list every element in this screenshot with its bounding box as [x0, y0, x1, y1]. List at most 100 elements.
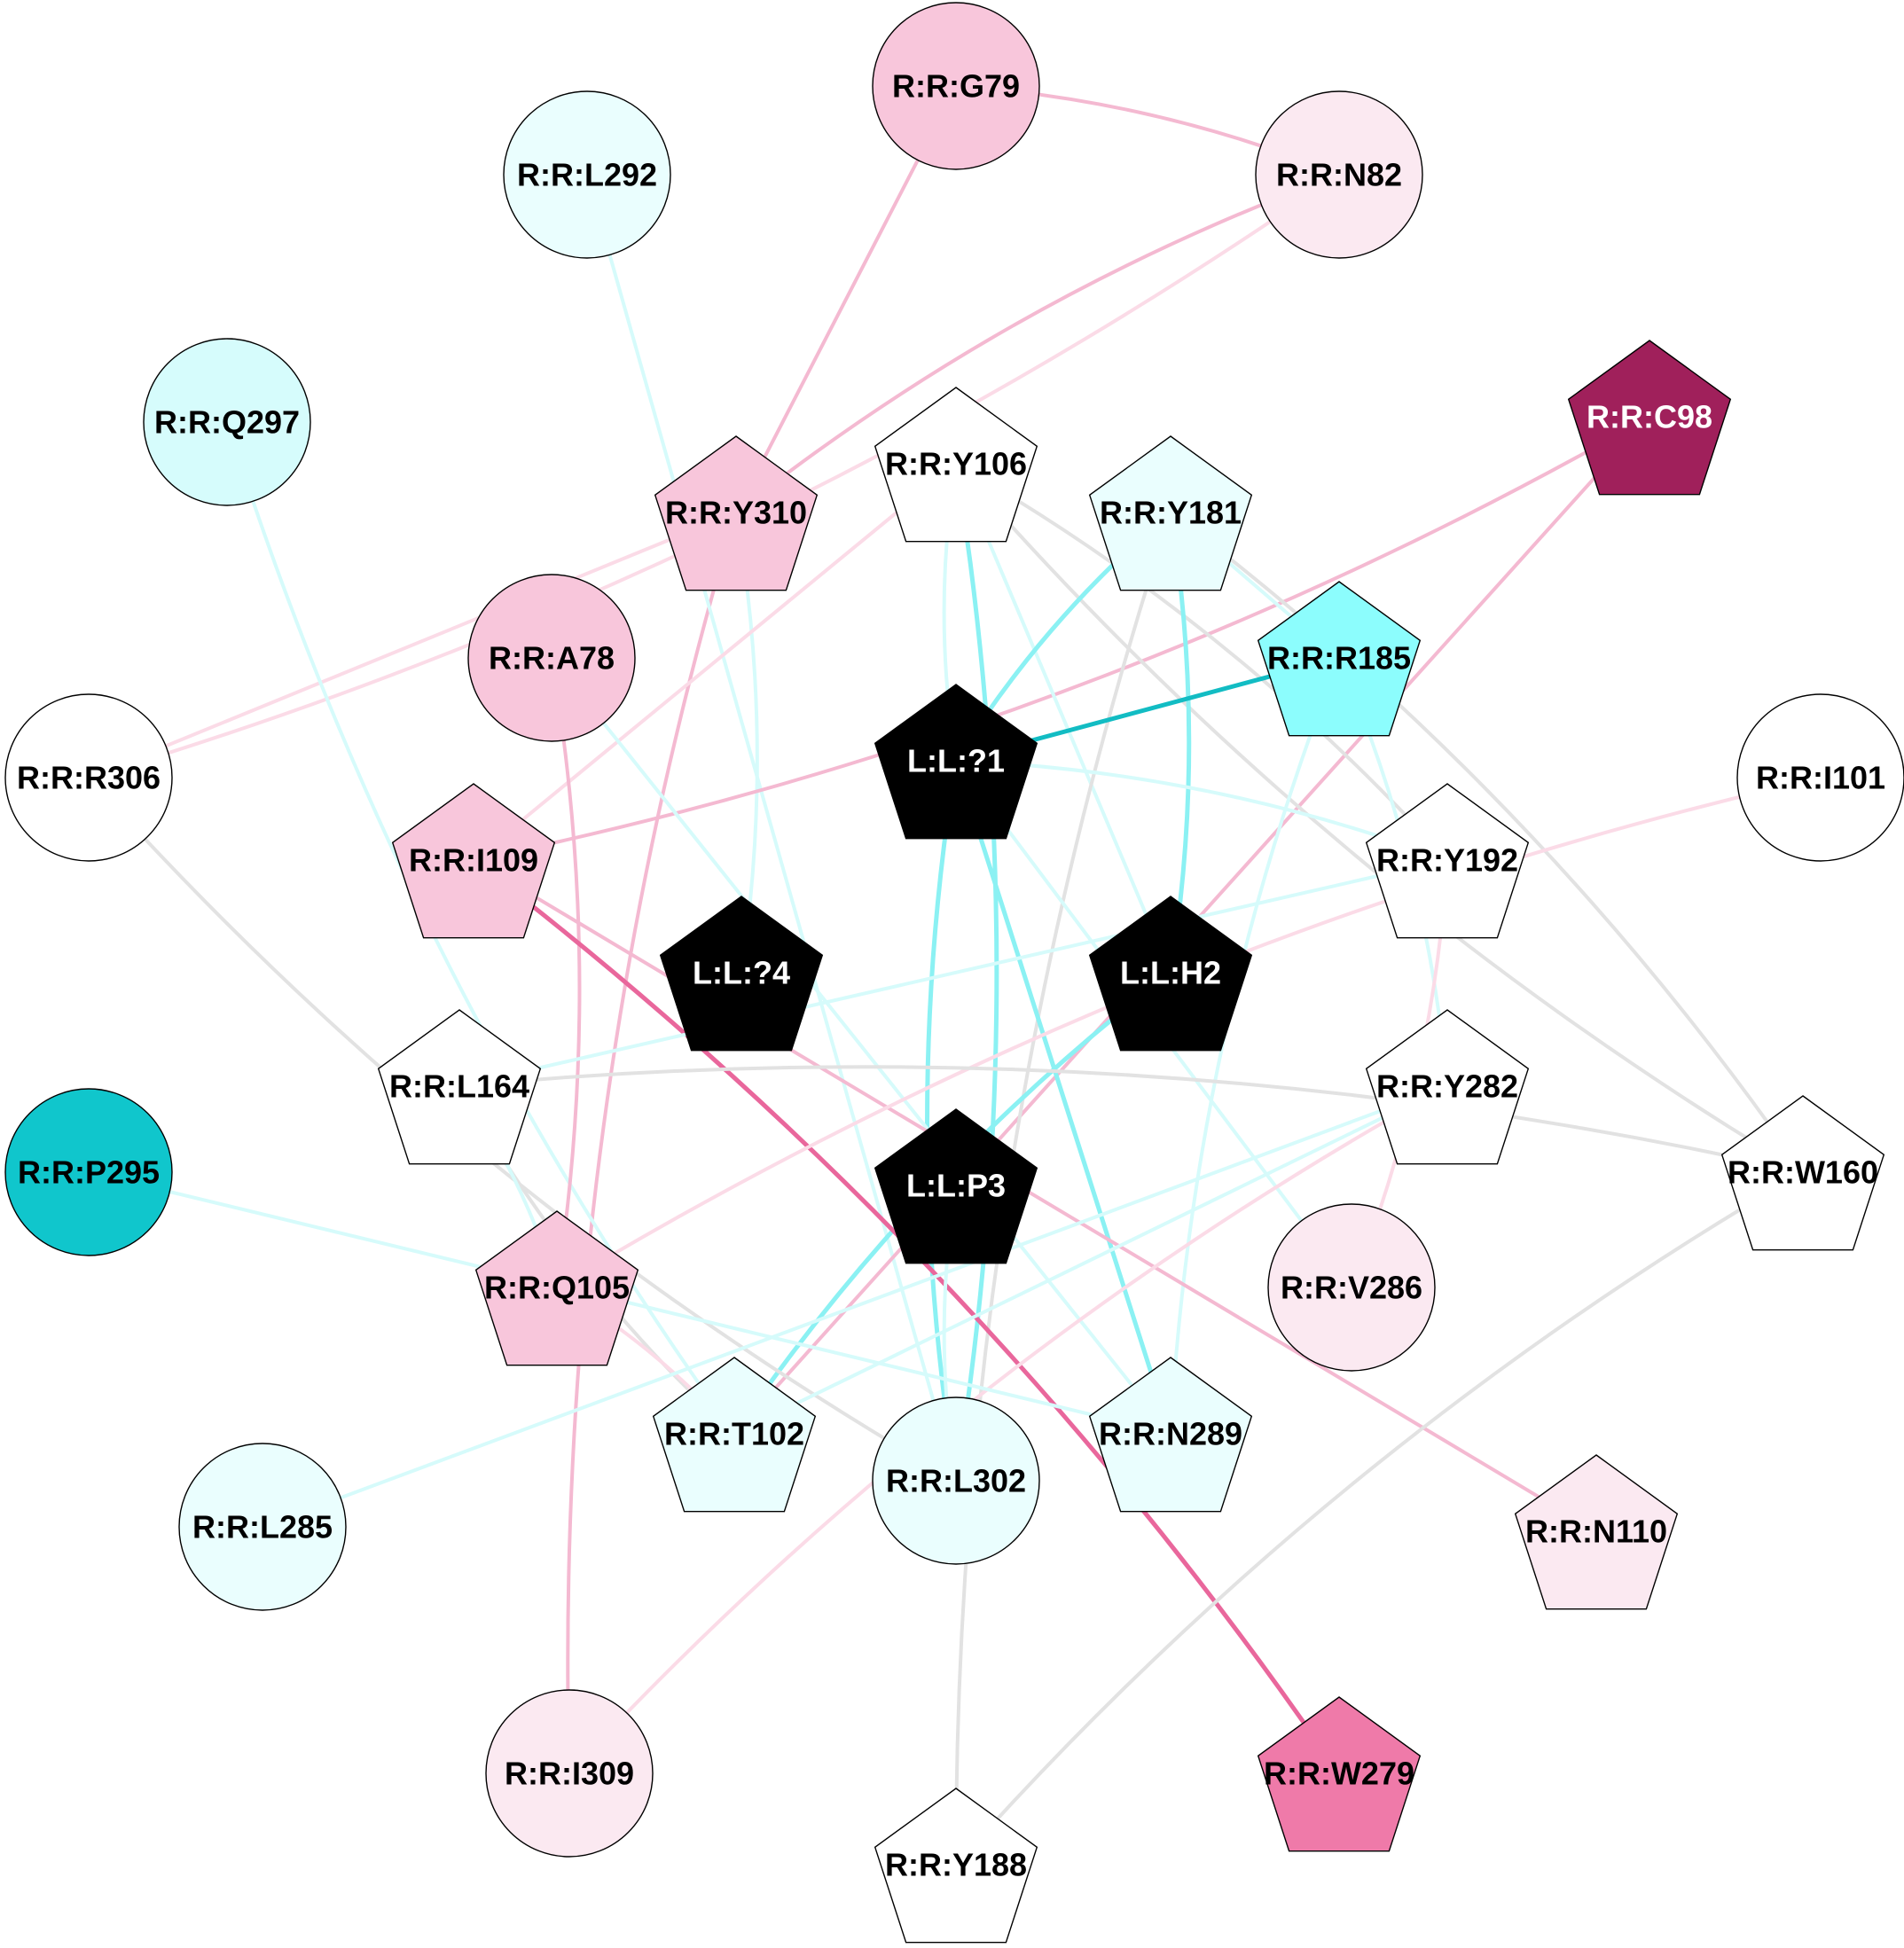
edge-c98-i109 [472, 415, 1651, 862]
node-label: R:R:Y106 [885, 446, 1027, 482]
node-pentagon [652, 1357, 817, 1513]
edge-a78-q105 [550, 656, 582, 1289]
node-label: R:R:V286 [1281, 1270, 1422, 1306]
node-n82[interactable]: R:R:N82 [1255, 90, 1423, 259]
node-label: R:R:Y310 [665, 495, 807, 531]
node-l292[interactable]: R:R:L292 [503, 90, 671, 259]
edge-i109-w279 [471, 857, 1342, 1776]
node-label: R:R:A78 [489, 640, 615, 677]
node-label: L:L:?4 [693, 955, 790, 991]
node-pentagon [1720, 1095, 1885, 1251]
node-i309[interactable]: R:R:I309 [485, 1689, 654, 1858]
node-n110[interactable]: R:R:N110 [1514, 1454, 1679, 1610]
node-y282[interactable]: R:R:Y282 [1365, 1009, 1530, 1165]
node-label: R:R:Y181 [1100, 495, 1242, 531]
node-circle [503, 90, 671, 259]
node-layer: R:R:G79 R:R:L292 R:R:N82 R:R:Q297 R:R:C98 R:R… [4, 2, 1904, 1944]
node-a78[interactable]: R:R:A78 [467, 574, 636, 742]
node-circle [1736, 693, 1904, 862]
node-l4[interactable]: L:L:?4 [659, 896, 824, 1052]
node-circle [4, 693, 173, 862]
node-circle [1267, 1203, 1436, 1372]
node-circle [872, 2, 1040, 170]
node-label: R:R:N82 [1276, 157, 1402, 193]
node-label: R:R:R306 [17, 760, 161, 796]
node-pentagon [654, 435, 819, 591]
node-label: R:R:I309 [505, 1756, 634, 1792]
node-w279[interactable]: R:R:W279 [1257, 1696, 1422, 1852]
node-label: R:R:G79 [892, 68, 1020, 105]
node-y181[interactable]: R:R:Y181 [1088, 435, 1253, 591]
node-p3[interactable]: L:L:P3 [874, 1108, 1038, 1264]
node-label: R:R:N289 [1099, 1416, 1242, 1452]
node-pentagon [1257, 581, 1422, 737]
node-pentagon [1088, 435, 1253, 591]
edge-n82-y310 [734, 173, 1341, 514]
node-label: R:R:W160 [1728, 1154, 1878, 1191]
node-label: R:R:Q105 [484, 1270, 630, 1306]
edge-l164-w160 [458, 1065, 1805, 1174]
node-c98[interactable]: R:R:C98 [1567, 340, 1732, 496]
node-circle [1255, 90, 1423, 259]
node-label: L:L:P3 [906, 1168, 1006, 1204]
node-i109[interactable]: R:R:I109 [391, 783, 556, 939]
node-y106[interactable]: R:R:Y106 [874, 387, 1038, 543]
node-l302[interactable]: R:R:L302 [872, 1396, 1040, 1565]
node-l1[interactable]: L:L:?1 [874, 684, 1038, 840]
edge-l292-l302 [585, 173, 958, 1483]
edge-l164-y192 [458, 858, 1449, 1088]
node-label: R:R:Y282 [1376, 1068, 1518, 1105]
node-l285[interactable]: R:R:L285 [178, 1443, 347, 1611]
node-pentagon [1088, 1357, 1253, 1513]
node-circle [485, 1689, 654, 1858]
edge-y282-i309 [568, 1084, 1449, 1775]
edge-q297-t102 [225, 420, 736, 1436]
node-v286[interactable]: R:R:V286 [1267, 1203, 1436, 1372]
node-circle [4, 1088, 173, 1256]
node-label: R:R:Y188 [885, 1847, 1027, 1883]
node-h2[interactable]: L:L:H2 [1088, 896, 1253, 1052]
edge-y106-y192 [954, 462, 1449, 862]
node-label: R:R:L164 [389, 1068, 529, 1105]
edge-y282-t102 [733, 1084, 1449, 1436]
node-r306[interactable]: R:R:R306 [4, 693, 173, 862]
edge-y310-r306 [87, 511, 738, 779]
node-label: R:R:L285 [192, 1509, 333, 1545]
node-r185[interactable]: R:R:R185 [1257, 581, 1422, 737]
node-circle [143, 338, 311, 506]
node-label: R:R:C98 [1587, 399, 1712, 435]
node-circle [872, 1396, 1040, 1565]
node-y188[interactable]: R:R:Y188 [874, 1788, 1038, 1944]
node-g79[interactable]: R:R:G79 [872, 2, 1040, 170]
node-label: R:R:I101 [1756, 760, 1885, 796]
node-n289[interactable]: R:R:N289 [1088, 1357, 1253, 1513]
node-y192[interactable]: R:R:Y192 [1365, 783, 1530, 939]
node-label: R:R:N110 [1525, 1514, 1667, 1550]
node-t102[interactable]: R:R:T102 [652, 1357, 817, 1513]
node-label: R:R:W279 [1264, 1756, 1414, 1792]
node-y310[interactable]: R:R:Y310 [654, 435, 819, 591]
node-l164[interactable]: R:R:L164 [377, 1009, 542, 1165]
node-p295[interactable]: R:R:P295 [4, 1088, 173, 1256]
node-pentagon [659, 896, 824, 1052]
edge-w160-y188 [954, 1170, 1805, 1866]
edge-y181-w160 [1169, 511, 1805, 1174]
node-label: L:L:H2 [1120, 955, 1221, 991]
node-w160[interactable]: R:R:W160 [1720, 1095, 1885, 1251]
edge-y106-w160 [954, 462, 1805, 1174]
node-pentagon [874, 1108, 1038, 1264]
node-i101[interactable]: R:R:I101 [1736, 693, 1904, 862]
node-label: L:L:?1 [907, 743, 1005, 779]
node-q297[interactable]: R:R:Q297 [143, 338, 311, 506]
node-pentagon [1514, 1454, 1679, 1610]
node-pentagon [391, 783, 556, 939]
node-label: R:R:R185 [1267, 640, 1411, 677]
edge-l1-n289 [953, 758, 1173, 1436]
edge-y310-i309 [566, 511, 738, 1775]
node-pentagon [1365, 1009, 1530, 1165]
node-pentagon [874, 684, 1038, 840]
edge-l285-y282 [261, 1084, 1449, 1529]
node-q105[interactable]: R:R:Q105 [474, 1210, 639, 1366]
edge-y106-l302 [953, 461, 999, 1483]
